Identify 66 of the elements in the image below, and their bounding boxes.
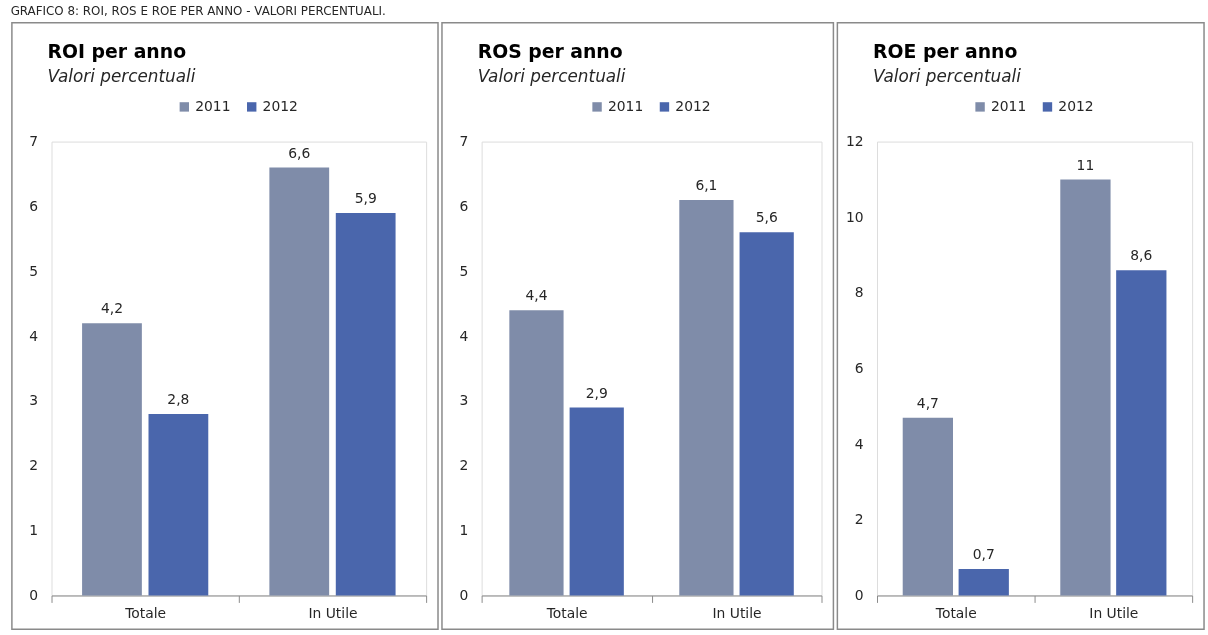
y-tick-label: 6 bbox=[459, 197, 469, 214]
chart-subtitle: Valori percentuali bbox=[477, 66, 626, 87]
legend-label: 2012 bbox=[1058, 97, 1094, 114]
bar bbox=[569, 407, 624, 596]
x-tick-label: In Utile bbox=[712, 604, 762, 621]
bar bbox=[679, 199, 734, 596]
chart-subtitle: Valori percentuali bbox=[873, 66, 1022, 87]
y-tick-label: 1 bbox=[29, 522, 39, 539]
bar bbox=[958, 568, 1009, 596]
bar bbox=[1116, 270, 1167, 596]
chart-title: ROI per anno bbox=[47, 41, 187, 63]
chart-title: ROS per anno bbox=[477, 41, 623, 63]
y-tick-label: 6 bbox=[29, 197, 39, 214]
data-label: 6,6 bbox=[288, 144, 311, 161]
chart-title: ROE per anno bbox=[873, 41, 1018, 63]
data-label: 2,8 bbox=[167, 391, 190, 408]
x-tick-label: Totale bbox=[934, 604, 977, 621]
chart-subtitle: Valori percentuali bbox=[47, 66, 196, 87]
data-label: 4,2 bbox=[100, 300, 123, 317]
y-tick-label: 4 bbox=[854, 435, 864, 452]
data-label: 4,4 bbox=[525, 287, 548, 304]
y-tick-label: 3 bbox=[459, 392, 469, 409]
bar bbox=[1060, 179, 1111, 596]
bar bbox=[335, 212, 396, 596]
y-tick-label: 2 bbox=[854, 511, 864, 528]
data-label: 6,1 bbox=[695, 177, 718, 194]
data-label: 5,9 bbox=[354, 190, 377, 207]
y-tick-label: 6 bbox=[854, 359, 864, 376]
y-tick-label: 0 bbox=[459, 586, 469, 603]
y-tick-label: 0 bbox=[854, 586, 864, 603]
x-tick-label: Totale bbox=[545, 604, 588, 621]
y-tick-label: 8 bbox=[854, 284, 864, 301]
y-tick-label: 12 bbox=[846, 133, 864, 150]
legend-label: 2011 bbox=[990, 97, 1027, 114]
y-tick-label: 2 bbox=[459, 457, 469, 474]
data-label: 4,7 bbox=[916, 394, 939, 411]
y-tick-label: 7 bbox=[29, 133, 39, 150]
y-tick-label: 0 bbox=[29, 586, 39, 603]
y-tick-label: 1 bbox=[459, 522, 469, 539]
legend-label: 2011 bbox=[195, 97, 231, 114]
legend-label: 2011 bbox=[607, 97, 644, 114]
x-tick-label: Totale bbox=[124, 604, 167, 621]
y-tick-label: 5 bbox=[29, 262, 39, 279]
bar bbox=[902, 417, 953, 596]
data-label: 0,7 bbox=[972, 546, 995, 563]
bar bbox=[269, 167, 330, 596]
y-tick-label: 4 bbox=[459, 327, 469, 344]
y-tick-label: 3 bbox=[29, 392, 39, 409]
y-tick-label: 5 bbox=[459, 262, 469, 279]
y-tick-label: 4 bbox=[29, 327, 39, 344]
legend-label: 2012 bbox=[675, 97, 711, 114]
bar bbox=[739, 232, 794, 596]
bar bbox=[509, 310, 564, 596]
y-tick-label: 10 bbox=[846, 208, 864, 225]
data-label: 8,6 bbox=[1130, 247, 1153, 264]
text: GRAFICO 8: ROI, ROS E ROE PER ANNO - VALORI PERCENTUALI. bbox=[10, 4, 386, 19]
x-tick-label: In Utile bbox=[1089, 604, 1139, 621]
y-tick-label: 2 bbox=[29, 457, 39, 474]
x-tick-label: In Utile bbox=[308, 604, 358, 621]
data-label: 5,6 bbox=[755, 209, 778, 226]
bar bbox=[148, 413, 209, 596]
legend-label: 2012 bbox=[262, 97, 298, 114]
data-label: 11 bbox=[1076, 156, 1095, 173]
y-tick-label: 7 bbox=[459, 133, 469, 150]
bar bbox=[82, 323, 142, 596]
data-label: 2,9 bbox=[585, 384, 608, 401]
